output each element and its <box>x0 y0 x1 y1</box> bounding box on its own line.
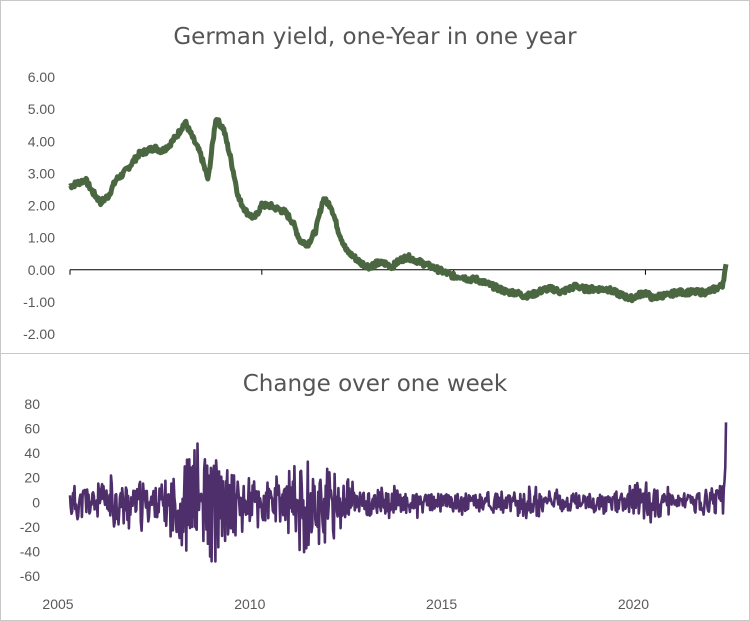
top-y-axis: 6.00 5.00 4.00 3.00 2.00 1.00 0.00 -1.00 -2.00 <box>23 69 55 342</box>
top-y-tick-label: 1.00 <box>28 230 55 246</box>
top-y-tick-label: -1.00 <box>23 294 55 310</box>
top-chart-title: German yield, one-Year in one year <box>173 24 577 50</box>
top-y-tick-label: 2.00 <box>28 198 55 214</box>
bottom-x-tick-label: 2010 <box>234 596 265 612</box>
top-series <box>68 117 729 304</box>
bottom-y-tick-label: 0 <box>32 494 40 510</box>
bottom-y-axis: 80 60 40 20 0 -20 -40 -60 <box>20 396 40 584</box>
bottom-x-tick-label: 2005 <box>42 596 73 612</box>
top-y-tick-label: 0.00 <box>28 262 55 278</box>
bottom-y-tick-label: 40 <box>24 445 40 461</box>
bottom-y-tick-label: -60 <box>20 568 40 584</box>
bottom-x-tick-label: 2015 <box>426 596 457 612</box>
bottom-series <box>68 422 728 563</box>
bottom-y-tick-label: 80 <box>24 396 40 412</box>
bottom-series-line <box>68 422 728 563</box>
top-y-tick-label: 3.00 <box>28 165 55 181</box>
bottom-x-tick-label: 2020 <box>618 596 649 612</box>
bottom-x-axis: 2005 2010 2015 2020 <box>42 596 649 612</box>
bottom-y-tick-label: -40 <box>20 543 40 559</box>
top-series-line <box>68 117 729 304</box>
bottom-y-tick-label: 20 <box>24 470 40 486</box>
top-chart: German yield, one-Year in one year 6.00 5… <box>23 24 729 342</box>
bottom-y-tick-label: 60 <box>24 421 40 437</box>
bottom-chart: Change over one week 806040200-20-40-60 … <box>20 371 728 612</box>
top-y-tick-label: -2.00 <box>23 326 55 342</box>
top-y-tick-label: 4.00 <box>28 133 55 149</box>
top-chart-frame <box>0 0 750 354</box>
top-y-tick-label: 6.00 <box>28 69 55 85</box>
bottom-chart-title: Change over one week <box>243 371 508 397</box>
top-x-axis <box>69 269 726 275</box>
bottom-y-tick-label: -20 <box>20 519 40 535</box>
top-y-tick-label: 5.00 <box>28 101 55 117</box>
